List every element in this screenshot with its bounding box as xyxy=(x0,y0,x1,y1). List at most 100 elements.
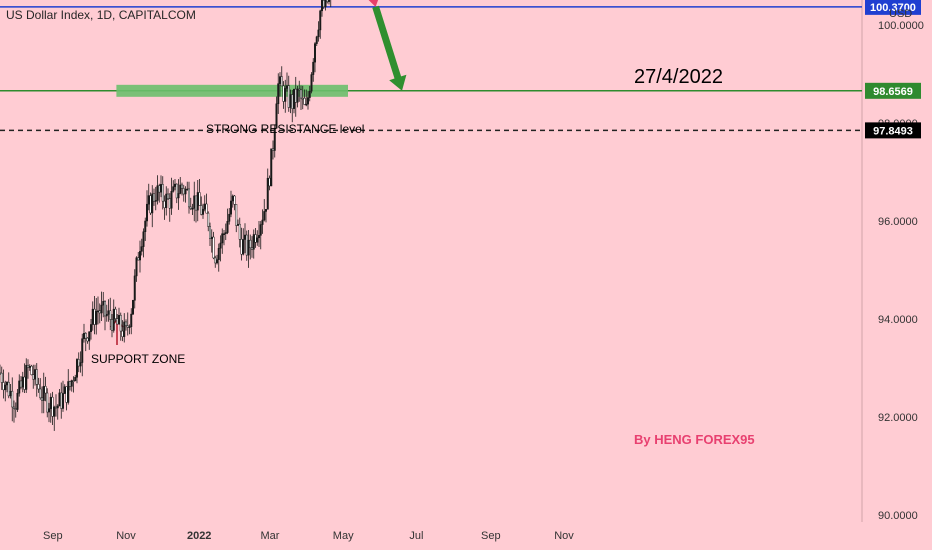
y-tick-label: 100.0000 xyxy=(878,20,924,32)
candle xyxy=(324,0,327,8)
candle xyxy=(35,369,38,385)
candle xyxy=(282,85,285,102)
candle xyxy=(300,89,302,99)
candle xyxy=(272,148,274,151)
candle xyxy=(30,365,33,375)
candle xyxy=(200,205,203,215)
candle xyxy=(14,408,17,410)
candle xyxy=(170,191,173,209)
candle xyxy=(63,386,66,394)
candle xyxy=(13,406,15,409)
candle xyxy=(179,184,182,194)
candle xyxy=(55,406,57,409)
candle xyxy=(312,61,315,75)
dashed-level-price-label: 97.8493 xyxy=(873,125,913,137)
candle xyxy=(128,326,131,328)
candle xyxy=(212,236,215,259)
candle xyxy=(207,212,210,227)
y-tick-label: 96.0000 xyxy=(878,216,918,228)
candle xyxy=(242,239,245,255)
candle xyxy=(263,211,266,221)
dashed-level-price-tag xyxy=(865,122,921,139)
candle xyxy=(231,195,234,202)
candle xyxy=(48,408,50,413)
candle xyxy=(107,310,110,315)
candle xyxy=(153,193,155,202)
support-label: SUPPORT ZONE xyxy=(91,352,186,366)
candle xyxy=(147,195,150,205)
x-tick-label: Mar xyxy=(261,530,280,542)
candle xyxy=(81,338,84,363)
candle xyxy=(151,193,154,214)
candle xyxy=(137,257,140,261)
byline: By HENG FOREX95 xyxy=(634,432,755,447)
candle xyxy=(165,193,168,209)
candle xyxy=(72,380,75,382)
x-tick-label: Sep xyxy=(43,530,63,542)
candle xyxy=(280,76,283,87)
candle xyxy=(118,315,120,325)
candle xyxy=(189,206,192,209)
candle xyxy=(294,88,297,103)
candle xyxy=(42,386,45,401)
candle xyxy=(160,184,162,193)
candle xyxy=(125,321,127,326)
candle xyxy=(130,313,133,327)
candle xyxy=(163,200,166,209)
candle xyxy=(277,83,280,105)
candle xyxy=(121,330,124,337)
candle xyxy=(203,203,206,210)
candle xyxy=(286,85,288,89)
candle xyxy=(202,208,204,215)
candle xyxy=(195,195,197,211)
candle xyxy=(140,246,143,252)
candle xyxy=(93,308,96,325)
candle xyxy=(21,376,24,388)
candle xyxy=(188,188,190,208)
candle xyxy=(79,362,82,367)
x-tick-label: 2022 xyxy=(187,530,211,542)
candle xyxy=(0,372,1,375)
candle xyxy=(289,94,292,108)
candle xyxy=(135,257,138,277)
candle xyxy=(256,237,259,243)
support-zone xyxy=(116,84,349,97)
candle xyxy=(221,233,224,244)
candle xyxy=(6,381,8,386)
resistance-label: STRONG RESISTANCE level xyxy=(206,122,365,136)
candle xyxy=(9,390,12,397)
candle xyxy=(177,193,180,199)
candle xyxy=(149,195,152,214)
candle xyxy=(259,224,262,236)
candle xyxy=(104,301,106,317)
candle xyxy=(20,380,22,388)
candle xyxy=(191,208,194,210)
candle xyxy=(198,192,201,206)
candle xyxy=(97,310,99,313)
candle xyxy=(167,193,169,199)
candle xyxy=(142,231,145,247)
candle xyxy=(114,308,117,319)
candle xyxy=(58,392,61,407)
candle xyxy=(319,10,322,31)
candle xyxy=(39,388,42,399)
candle xyxy=(28,365,31,368)
candle xyxy=(315,36,318,44)
candle xyxy=(224,232,227,234)
candle xyxy=(132,300,134,315)
candle xyxy=(305,103,308,106)
candle xyxy=(32,374,35,380)
support-price-tag xyxy=(865,82,921,99)
candle xyxy=(2,382,5,391)
x-tick-label: Nov xyxy=(554,530,574,542)
candle xyxy=(126,325,129,328)
candle xyxy=(67,381,70,403)
candle xyxy=(310,74,313,92)
candle xyxy=(25,364,28,390)
candle xyxy=(144,220,147,232)
support-price-label: 98.6569 xyxy=(873,86,913,98)
candle xyxy=(303,97,306,105)
candle xyxy=(105,314,108,317)
candle xyxy=(98,310,101,314)
